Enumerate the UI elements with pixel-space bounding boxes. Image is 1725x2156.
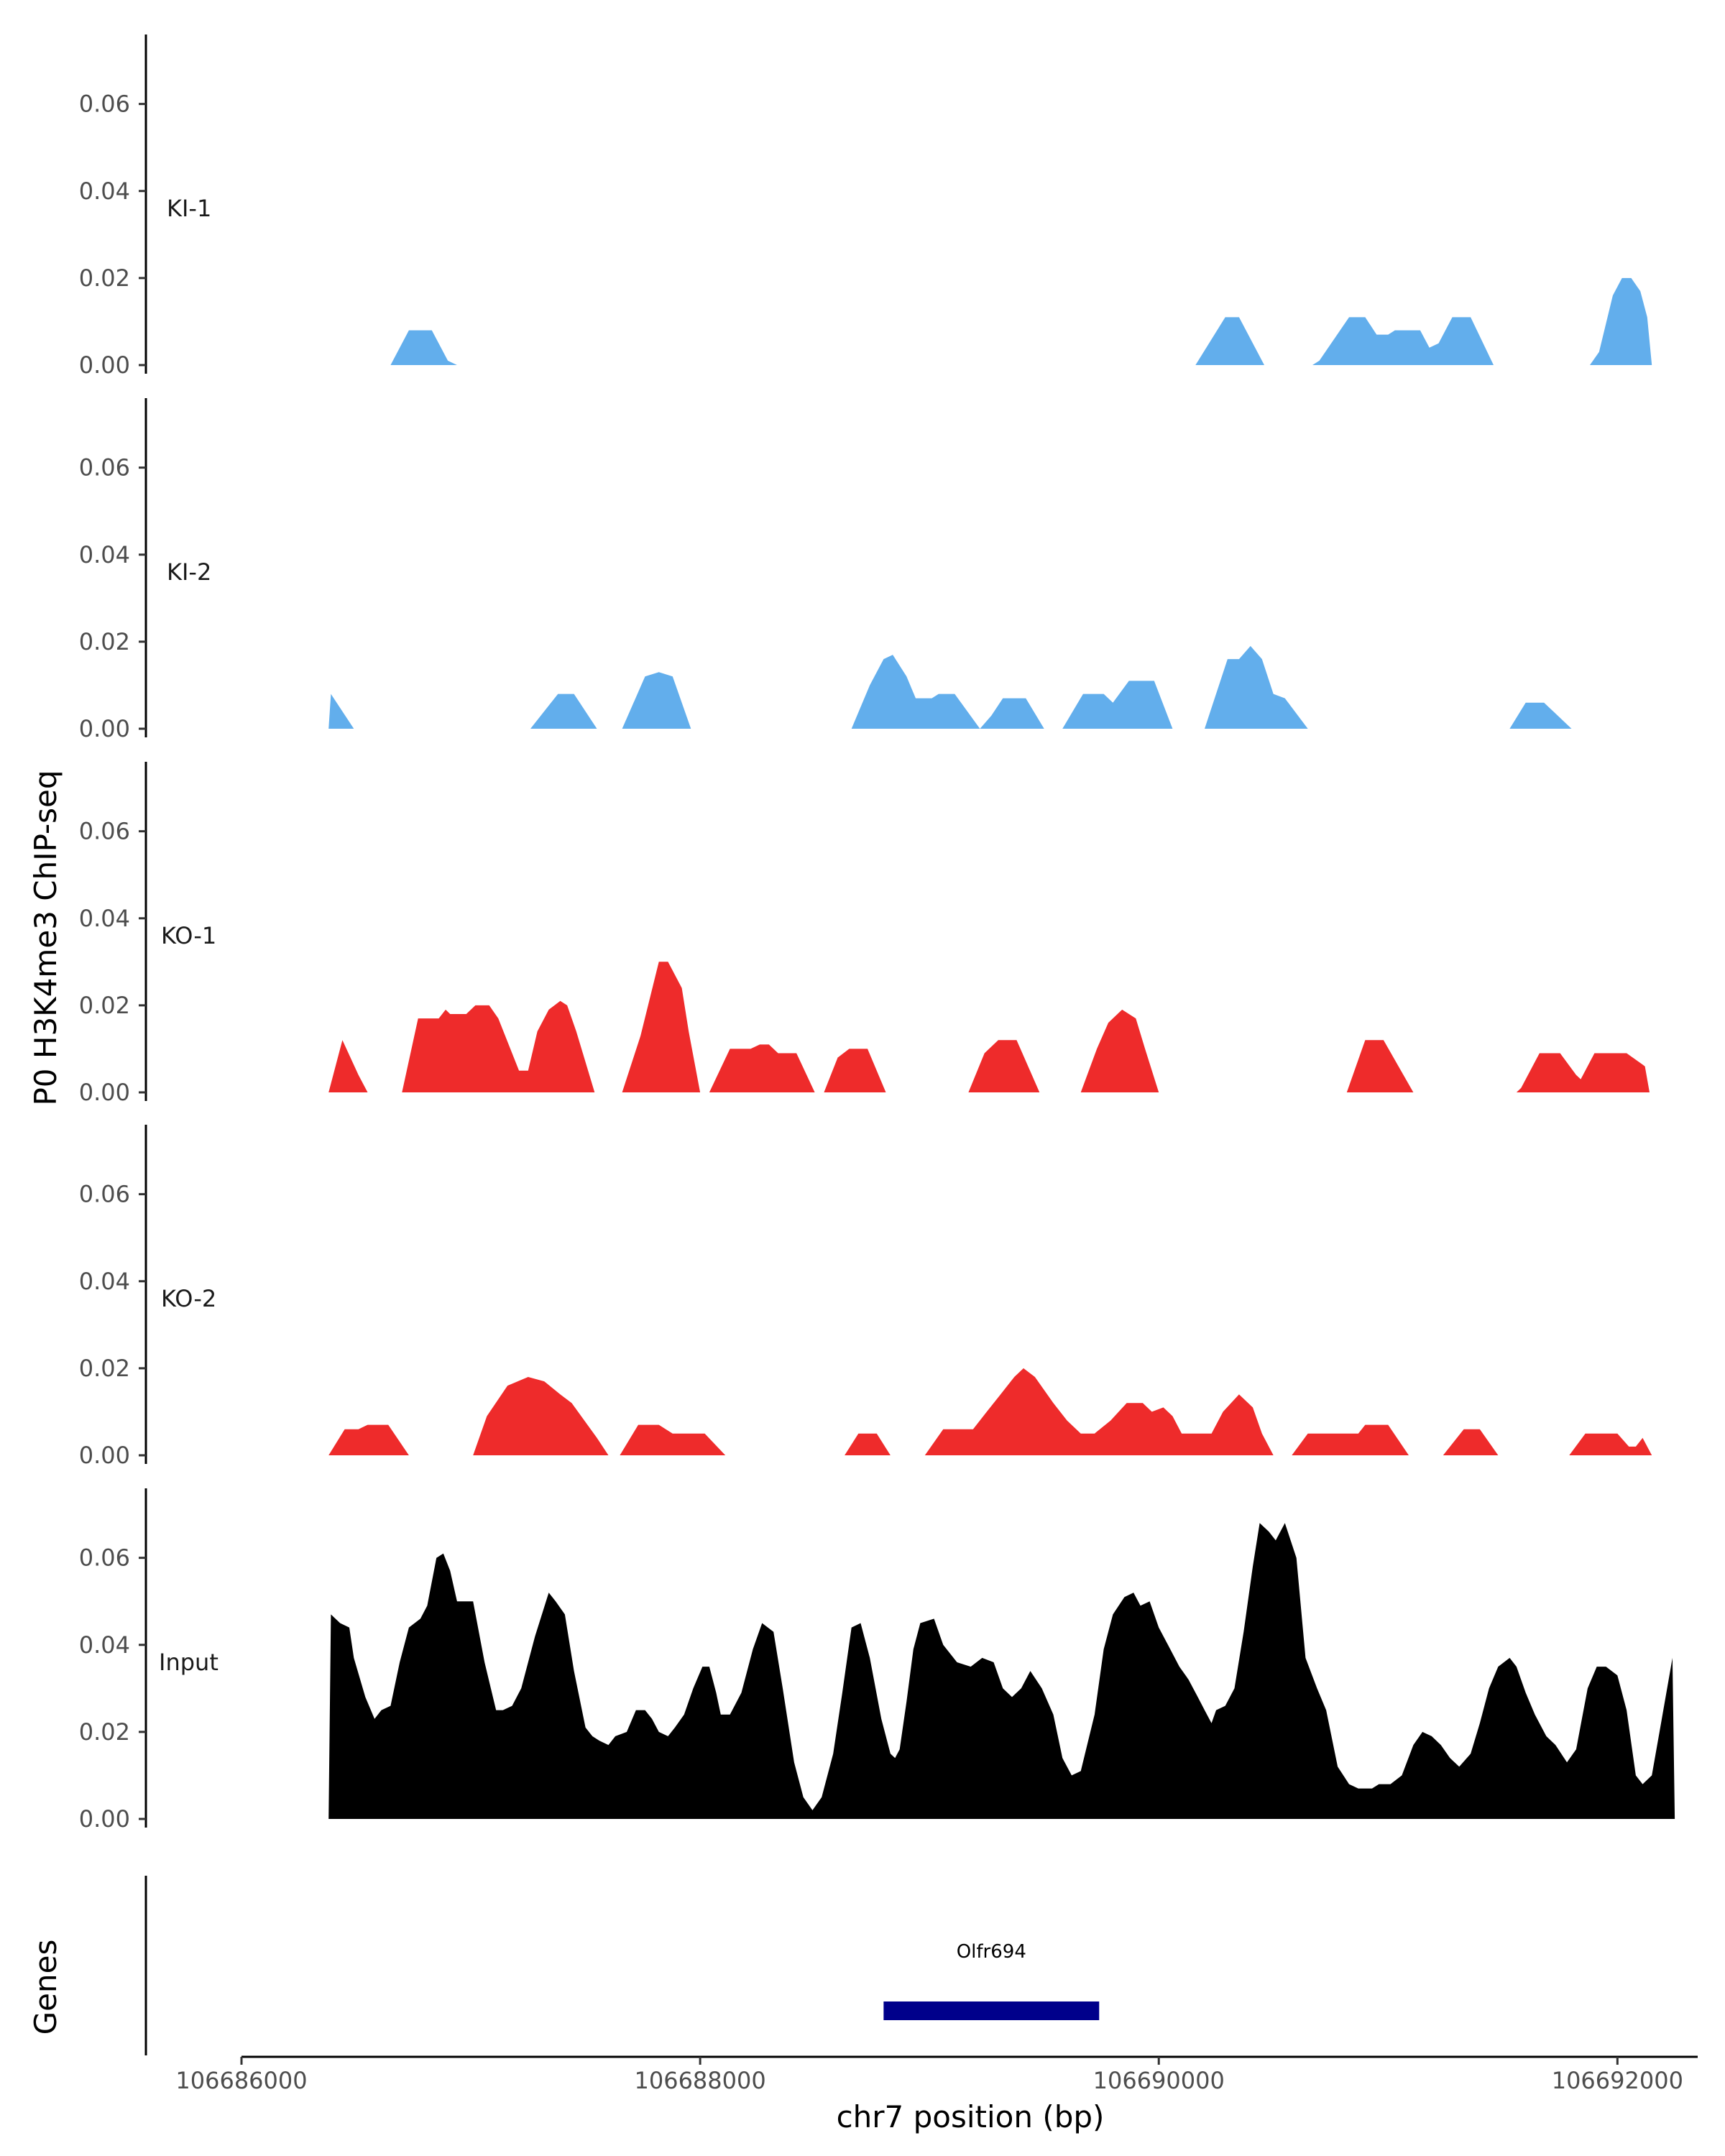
signal-area-ko-2	[620, 1424, 726, 1455]
signal-area-ko-1	[622, 962, 701, 1092]
track-ki-1: 0.00 0.02 0.04 0.06 KI-1	[79, 34, 1652, 379]
signal-area-ko-2	[1569, 1433, 1652, 1455]
y-tick-label: 0.04	[79, 1631, 130, 1659]
signal-area-ko-2	[473, 1377, 609, 1455]
x-axis-title: chr7 position (bp)	[837, 2099, 1105, 2134]
signal-area-ko-2	[924, 1368, 1274, 1455]
gene-label: Olfr694	[957, 1941, 1026, 1963]
signal-area-ko-1	[328, 1040, 368, 1092]
track-ki-2: 0.00 0.02 0.04 0.06 KI-2	[79, 398, 1572, 742]
y-tick-label: 0.04	[79, 1268, 130, 1295]
y-tick-label: 0.04	[79, 905, 130, 932]
x-tick-label: 106692000	[1552, 2067, 1683, 2094]
signal-area-ki-2	[1205, 645, 1308, 729]
y-tick-label: 0.02	[79, 264, 130, 292]
signal-area-ki-1	[1312, 317, 1494, 365]
x-tick-label: 106686000	[175, 2067, 307, 2094]
signal-area-ko-1	[1516, 1053, 1650, 1092]
y-tick-label: 0.00	[79, 351, 130, 379]
y-tick-label: 0.04	[79, 178, 130, 205]
signal-area-ki-2	[851, 655, 1044, 729]
track-label: KI-2	[167, 558, 211, 586]
gene-bar	[883, 2001, 1100, 2020]
y-tick-label: 0.06	[79, 91, 130, 118]
track-label: Input	[159, 1649, 218, 1676]
genes-axis-title: Genes	[28, 1940, 63, 2035]
signal-area-ko-1	[709, 1044, 815, 1092]
y-tick-label: 0.06	[79, 1181, 130, 1208]
signal-area-ki-2	[530, 694, 597, 729]
signal-area-ki-2	[328, 694, 354, 729]
y-tick-label: 0.00	[79, 1442, 130, 1469]
signal-area-ko-2	[1443, 1429, 1499, 1455]
signal-area-ko-2	[328, 1424, 409, 1455]
track-label: KI-1	[167, 195, 211, 222]
y-tick-label: 0.00	[79, 1805, 130, 1833]
track-input: 0.00 0.02 0.04 0.06 Input	[79, 1488, 1675, 1833]
track-ko-2: 0.00 0.02 0.04 0.06 KO-2	[79, 1125, 1652, 1469]
y-tick-label: 0.02	[79, 1355, 130, 1382]
y-tick-label: 0.06	[79, 818, 130, 845]
signal-area-ko-1	[402, 1000, 595, 1092]
signal-area-ko-1	[968, 1040, 1040, 1092]
x-tick-label: 106688000	[634, 2067, 765, 2094]
y-tick-label: 0.02	[79, 992, 130, 1019]
signal-area-ko-2	[845, 1433, 891, 1455]
y-tick-label: 0.02	[79, 628, 130, 655]
x-axis: 106686000 106688000 106690000 106692000	[175, 2055, 1698, 2094]
signal-area-ki-1	[390, 330, 457, 365]
y-tick-label: 0.02	[79, 1718, 130, 1746]
tracks-group: 0.00 0.02 0.04 0.06 KI-1 0.00 0.02 0.04 0.06 KI-2…	[79, 34, 1675, 1833]
signal-area-ko-1	[824, 1049, 886, 1092]
track-ko-1: 0.00 0.02 0.04 0.06 KO-1	[79, 762, 1650, 1106]
track-label: KO-2	[161, 1285, 216, 1312]
signal-area-ko-1	[1346, 1040, 1414, 1092]
signal-area-ko-1	[1080, 1009, 1159, 1092]
signal-area-ki-1	[1195, 317, 1264, 365]
y-tick-label: 0.00	[79, 715, 130, 742]
signal-area-input	[328, 1523, 1675, 1819]
x-tick-label: 106690000	[1093, 2067, 1225, 2094]
signal-area-ki-2	[1509, 702, 1572, 729]
y-tick-label: 0.06	[79, 454, 130, 482]
genes-track: Olfr694	[144, 1876, 1100, 2055]
y-tick-label: 0.04	[79, 541, 130, 568]
signal-area-ki-2	[1062, 681, 1173, 729]
signal-area-ki-1	[1590, 277, 1652, 365]
y-tick-label: 0.00	[79, 1079, 130, 1106]
signal-area-ki-2	[622, 672, 691, 729]
y-tick-label: 0.06	[79, 1544, 130, 1572]
signal-area-ko-2	[1292, 1424, 1409, 1455]
track-label: KO-1	[161, 922, 216, 949]
y-axis-title: P0 H3K4me3 ChIP-seq	[28, 770, 63, 1105]
